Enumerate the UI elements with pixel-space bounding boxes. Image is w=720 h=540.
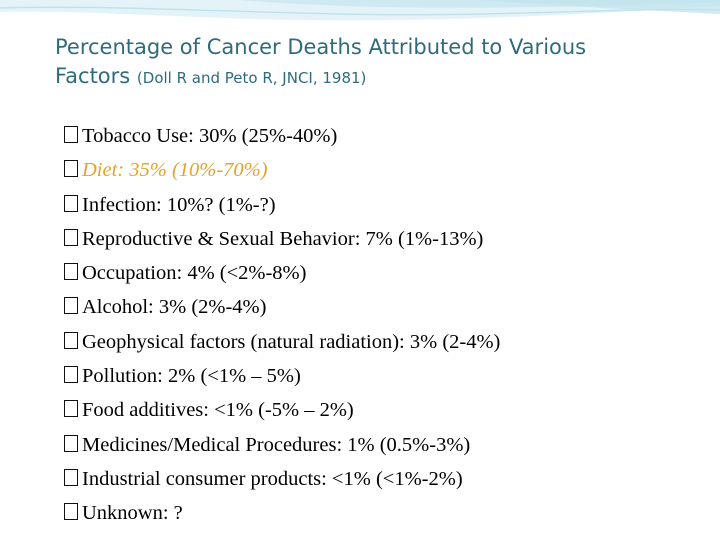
missing-glyph-bullet-icon: ? [64,297,78,315]
missing-glyph-bullet-icon: ? [64,228,78,246]
title-line-1: Percentage of Cancer Deaths Attributed t… [55,35,587,59]
list-item-text: Occupation: 4% (<2%-8%) [82,262,307,285]
list-item: ?Infection: 10%? (1%-?) [64,188,500,222]
list-item-text: Tobacco Use: 30% (25%-40%) [82,125,338,147]
list-item-text: Food additives: <1% (-5% – 2%) [82,399,354,422]
missing-glyph-bullet-icon: ? [64,400,78,418]
missing-glyph-bullet-icon: ? [64,434,78,452]
missing-glyph-bullet-icon: ? [64,126,78,143]
missing-glyph-bullet-icon: ? [64,468,78,486]
title-source-citation: (Doll R and Peto R, JNCI, 1981) [136,69,367,87]
list-item: ?Geophysical factors (natural radiation)… [64,325,500,359]
missing-glyph-bullet-icon: ? [64,366,78,384]
list-item: ?Pollution: 2% (<1% – 5%) [64,359,500,393]
list-item-text: Infection: 10%? (1%-?) [82,193,276,216]
list-item-text: Unknown: ? [82,502,183,525]
list-item: ?Occupation: 4% (<2%-8%) [64,256,500,290]
slide-title: Percentage of Cancer Deaths Attributed t… [55,33,695,93]
list-item-text: Alcohol: 3% (2%-4%) [82,296,267,319]
list-item: ?Tobacco Use: 30% (25%-40%) [64,119,500,153]
list-item: ?Medicines/Medical Procedures: 1% (0.5%-… [64,428,500,462]
missing-glyph-bullet-icon: ? [64,194,78,212]
list-item-text: Reproductive & Sexual Behavior: 7% (1%-1… [82,227,484,250]
list-item: ?Food additives: <1% (-5% – 2%) [64,393,500,427]
decorative-header-band [0,0,720,40]
missing-glyph-bullet-icon: ? [64,263,78,281]
list-item: ?Alcohol: 3% (2%-4%) [64,290,500,324]
factor-list: ?Tobacco Use: 30% (25%-40%) ?Diet: 35% (… [64,119,500,531]
missing-glyph-bullet-icon: ? [64,503,78,521]
title-word-factors: Factors [55,64,131,88]
missing-glyph-bullet-icon: ? [64,160,78,178]
list-item-highlighted: ?Diet: 35% (10%-70%) [64,153,500,187]
list-item-text: Geophysical factors (natural radiation):… [82,330,501,353]
list-item: ?Industrial consumer products: <1% (<1%-… [64,462,500,496]
title-line-2: Factors (Doll R and Peto R, JNCI, 1981) [55,62,695,93]
list-item-text: Medicines/Medical Procedures: 1% (0.5%-3… [82,433,471,456]
list-item-text: Diet: 35% (10%-70%) [82,159,268,182]
missing-glyph-bullet-icon: ? [64,331,78,349]
list-item-text: Pollution: 2% (<1% – 5%) [82,365,301,388]
list-item: ?Unknown: ? [64,496,500,530]
list-item: ?Reproductive & Sexual Behavior: 7% (1%-… [64,222,500,256]
list-item-text: Industrial consumer products: <1% (<1%-2… [82,467,463,490]
